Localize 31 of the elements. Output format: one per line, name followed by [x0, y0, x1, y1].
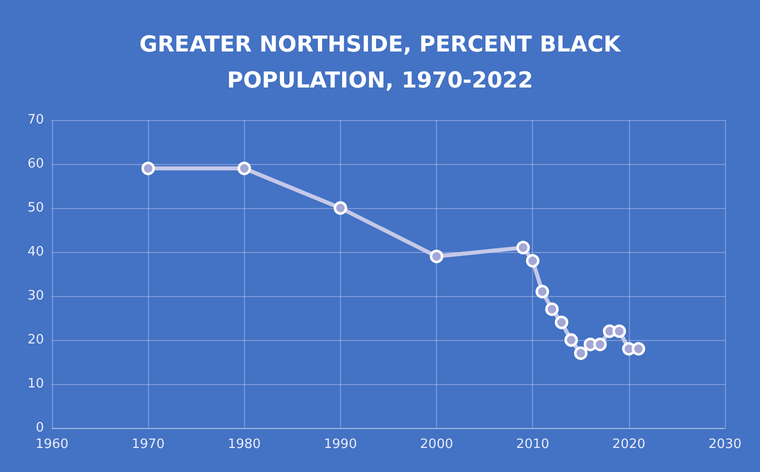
point: [526, 254, 540, 268]
point: [141, 162, 155, 176]
point: [238, 162, 252, 176]
x-tick-label: 2000: [420, 437, 454, 452]
y-tick-label: 50: [27, 200, 44, 216]
x-tick-label: 2030: [708, 437, 742, 452]
point: [632, 342, 646, 356]
y-tick-label: 60: [27, 156, 44, 172]
point: [334, 201, 348, 215]
point: [536, 284, 550, 298]
point: [516, 240, 530, 254]
point: [593, 338, 607, 352]
x-tick-label: 2010: [516, 437, 550, 452]
point: [612, 324, 626, 338]
point: [564, 333, 578, 347]
y-tick-label: 0: [36, 420, 44, 436]
point: [430, 250, 444, 264]
y-tick-label: 40: [27, 244, 44, 260]
point: [574, 346, 588, 360]
point: [545, 302, 559, 316]
x-tick-label: 1990: [324, 437, 357, 452]
x-tick-label: 2020: [612, 437, 646, 452]
x-tick-label: 1980: [228, 437, 261, 452]
y-tick-label: 70: [27, 112, 44, 128]
x-tick-label: 1960: [35, 437, 69, 452]
y-tick-label: 30: [27, 288, 44, 304]
point: [554, 316, 568, 330]
y-tick-label: 10: [27, 376, 44, 392]
x-tick-label: 1970: [132, 437, 165, 452]
chart-title: GREATER NORTHSIDE, PERCENT BLACK POPULATION, 1970-2022: [139, 32, 622, 94]
y-tick-label: 20: [27, 332, 44, 348]
